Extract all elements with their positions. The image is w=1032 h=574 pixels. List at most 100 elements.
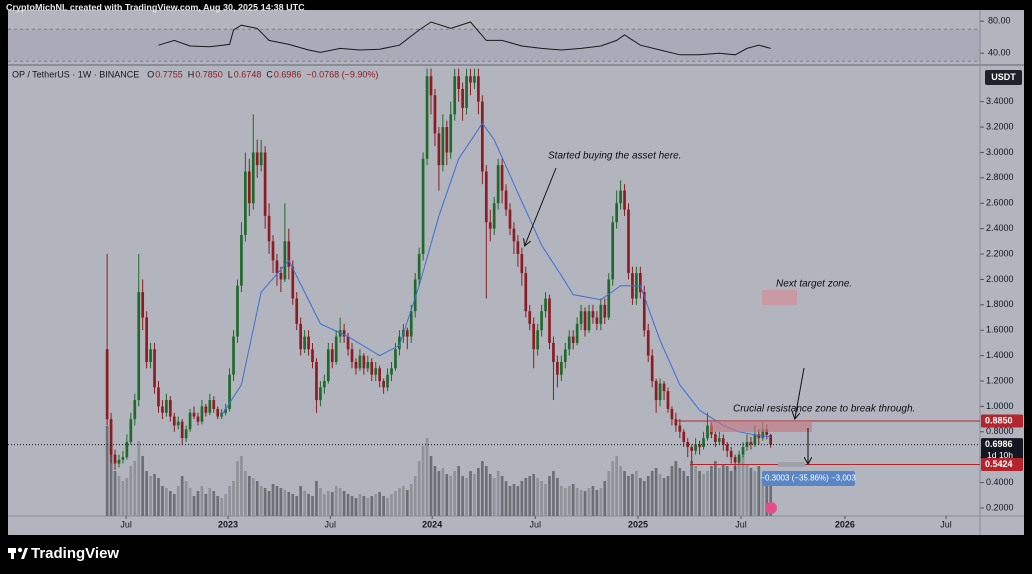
logo-mark <box>11 548 14 559</box>
volume-bar <box>583 491 587 516</box>
candle-body <box>674 419 678 426</box>
volume-bar <box>188 488 192 516</box>
volume-bar <box>504 481 508 516</box>
volume-bar <box>686 476 690 516</box>
candle-body <box>390 368 393 375</box>
volume-bar <box>492 478 496 516</box>
candle-body <box>469 76 472 83</box>
target-zone <box>762 290 797 305</box>
volume-bar <box>635 471 638 516</box>
volume-bar <box>125 478 129 516</box>
volume-bar <box>481 461 484 516</box>
candle-body <box>386 374 389 388</box>
candle-body <box>615 203 618 223</box>
candle-body <box>642 292 646 331</box>
volume-bar <box>484 466 488 516</box>
candle-body <box>583 311 587 331</box>
volume-bar <box>563 488 567 516</box>
candle-body <box>556 361 559 375</box>
candle-body <box>326 349 330 382</box>
volume-bar <box>287 492 291 516</box>
volume-bar <box>271 484 275 516</box>
candle-body <box>725 444 729 451</box>
volume-bar <box>619 466 622 516</box>
volume-bar <box>674 461 678 516</box>
volume-bar <box>654 468 658 516</box>
candle-body <box>161 406 164 413</box>
volume-bar <box>650 471 654 516</box>
candle-body <box>180 421 184 439</box>
legend-key: H <box>188 69 195 79</box>
volume-bar <box>307 494 310 516</box>
candle-body <box>678 425 682 432</box>
candle-body <box>765 429 769 435</box>
volume-bar <box>141 456 145 516</box>
volume-bar <box>330 492 334 516</box>
rsi-pane <box>8 21 980 62</box>
candle-body <box>212 400 216 409</box>
y-tick-label: 2.6000 <box>986 198 1014 208</box>
candle-body <box>168 400 172 417</box>
candle-body <box>445 127 449 153</box>
resistance-zone <box>710 421 812 432</box>
candle-body <box>761 429 765 439</box>
volume-bar <box>354 498 358 516</box>
candle-body <box>232 336 235 375</box>
volume-bar <box>283 490 287 516</box>
volume-bar <box>323 494 326 516</box>
volume-bar <box>733 466 737 516</box>
volume-bar <box>623 471 626 516</box>
volume-bar <box>165 488 168 516</box>
volume-bar <box>244 471 247 516</box>
candle-body <box>714 434 717 442</box>
volume-bar <box>220 498 224 516</box>
legend-change: −0.0768 (−9.90%) <box>306 69 378 79</box>
main-pane <box>8 68 980 516</box>
candle-body <box>283 241 287 280</box>
candle-body <box>429 76 433 96</box>
candle-body <box>627 209 630 274</box>
rsi-tick-label: 40.00 <box>988 48 1011 58</box>
logo-mark <box>21 548 28 559</box>
x-tick-label: 2026 <box>835 519 855 529</box>
volume-bar <box>350 496 354 516</box>
footer-brand: TradingView <box>31 545 119 562</box>
candle-body <box>504 190 508 210</box>
candle-body <box>749 441 753 445</box>
volume-bar <box>240 456 243 516</box>
candle-body <box>694 444 697 451</box>
candle-body <box>295 298 299 324</box>
y-tick-label: 2.0000 <box>986 274 1014 284</box>
volume-bar <box>520 481 524 516</box>
level-box <box>981 414 1023 428</box>
level-label: 0.5424 <box>985 459 1013 469</box>
candle-body <box>374 368 378 375</box>
y-tick-label: 3.4000 <box>986 96 1014 106</box>
candle-body <box>121 457 125 460</box>
candle-body <box>255 152 259 166</box>
candle-body <box>453 76 457 115</box>
candle-body <box>488 222 492 229</box>
level-box <box>981 438 1023 463</box>
chart-background <box>8 10 1024 535</box>
legend-value: 0.7850 <box>195 69 223 79</box>
volume-bar <box>552 471 555 516</box>
y-tick-label: 0.8000 <box>986 426 1014 436</box>
candle-body <box>417 254 421 280</box>
annotation-buy: Started buying the asset here. <box>548 151 681 162</box>
candle-body <box>259 152 263 166</box>
volume-bar <box>508 486 512 516</box>
volume-bar <box>627 476 630 516</box>
volume-bar <box>370 496 374 516</box>
y-tick-label: 1.4000 <box>986 350 1014 360</box>
volume-bar <box>255 481 259 516</box>
event-icon <box>765 502 777 514</box>
volume-bar <box>599 488 603 516</box>
candle-body <box>524 273 528 312</box>
volume-bar <box>461 476 464 516</box>
volume-bar <box>587 488 591 516</box>
volume-bar <box>291 494 295 516</box>
candle-body <box>733 457 737 463</box>
volume-bar <box>192 496 196 516</box>
